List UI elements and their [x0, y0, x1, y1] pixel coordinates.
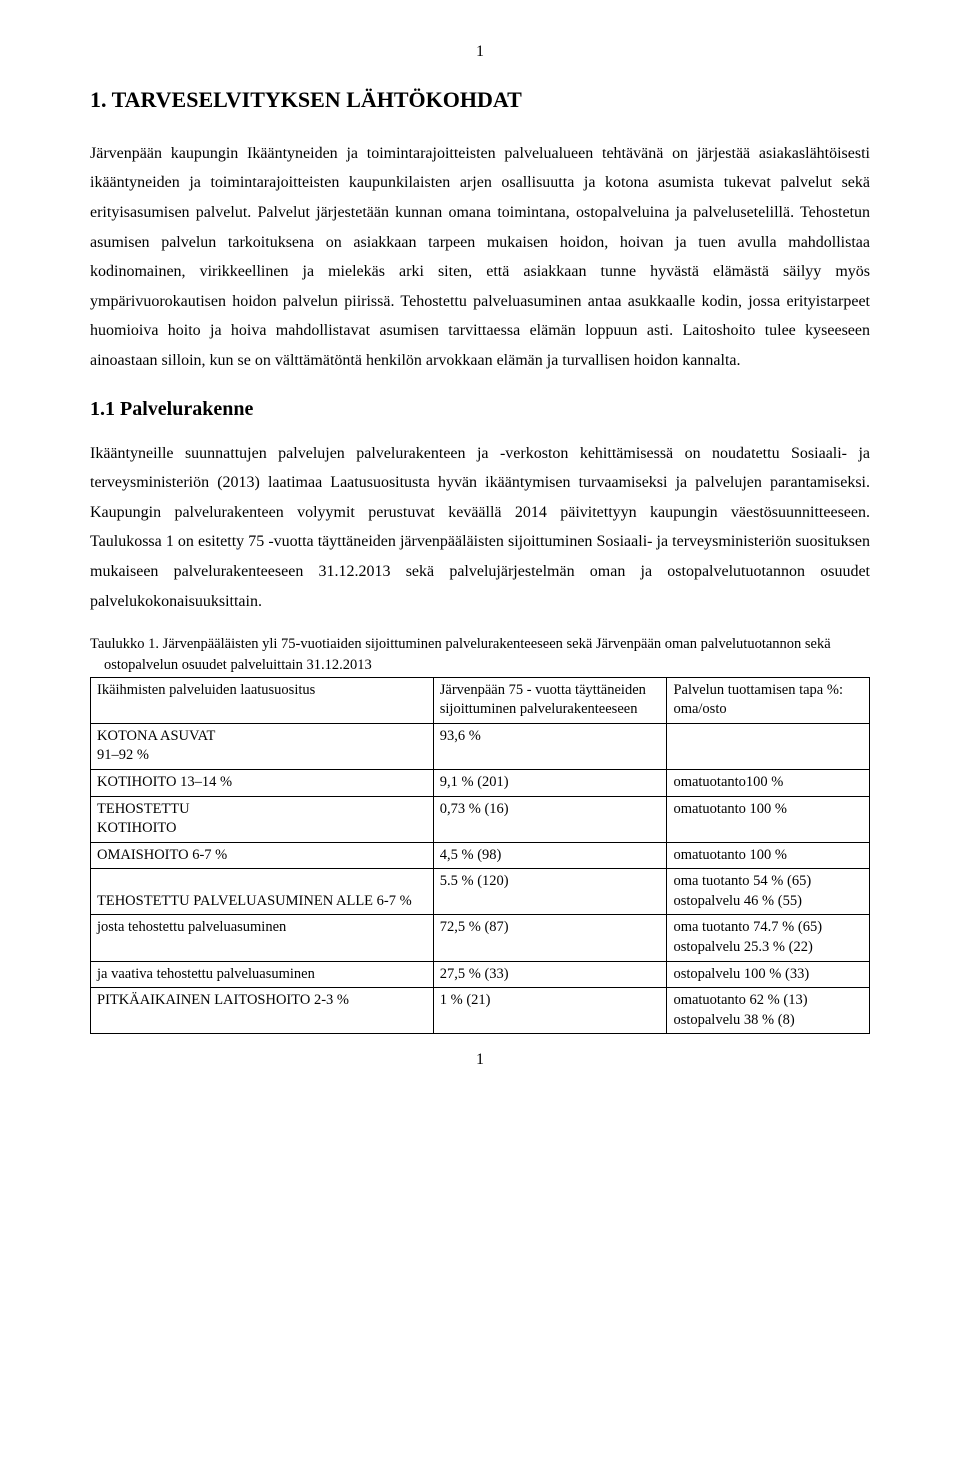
table-caption: Taulukko 1. Järvenpääläisten yli 75-vuot…	[90, 634, 870, 675]
table-row: KOTONA ASUVAT91–92 % 93,6 %	[91, 723, 870, 769]
table-cell: KOTIHOITO 13–14 %	[91, 770, 434, 797]
page-number-bottom: 1	[90, 1048, 870, 1073]
subsection-paragraph: Ikääntyneille suunnattujen palvelujen pa…	[90, 439, 870, 617]
table-cell: oma tuotanto 74.7 % (65)ostopalvelu 25.3…	[667, 915, 870, 961]
table-header-cell: Palvelun tuottamisen tapa %: oma/osto	[667, 677, 870, 723]
table-cell: TEHOSTETTU PALVELUASUMINEN ALLE 6-7 %	[91, 869, 434, 915]
table-cell: KOTONA ASUVAT91–92 %	[91, 723, 434, 769]
section-heading: 1. TARVESELVITYKSEN LÄHTÖKOHDAT	[90, 83, 870, 117]
table-cell: 27,5 % (33)	[433, 961, 667, 988]
table-cell: 5.5 % (120)	[433, 869, 667, 915]
table-row: josta tehostettu palveluasuminen 72,5 % …	[91, 915, 870, 961]
table-cell: omatuotanto 62 % (13)ostopalvelu 38 % (8…	[667, 988, 870, 1034]
table-row: KOTIHOITO 13–14 % 9,1 % (201) omatuotant…	[91, 770, 870, 797]
table-cell: 4,5 % (98)	[433, 842, 667, 869]
table-header-cell: Ikäihmisten palveluiden laatusuositus	[91, 677, 434, 723]
table-cell: ostopalvelu 100 % (33)	[667, 961, 870, 988]
table-cell	[667, 723, 870, 769]
table-row: OMAISHOITO 6-7 % 4,5 % (98) omatuotanto …	[91, 842, 870, 869]
table-cell: PITKÄAIKAINEN LAITOSHOITO 2-3 %	[91, 988, 434, 1034]
table-row: TEHOSTETTUKOTIHOITO 0,73 % (16) omatuota…	[91, 796, 870, 842]
service-structure-table: Ikäihmisten palveluiden laatusuositus Jä…	[90, 677, 870, 1034]
table-cell: 72,5 % (87)	[433, 915, 667, 961]
table-cell: 1 % (21)	[433, 988, 667, 1034]
section-paragraph: Järvenpään kaupungin Ikääntyneiden ja to…	[90, 139, 870, 376]
table-header-cell: Järvenpään 75 - vuotta täyttäneiden sijo…	[433, 677, 667, 723]
table-cell: 0,73 % (16)	[433, 796, 667, 842]
table-cell: oma tuotanto 54 % (65)ostopalvelu 46 % (…	[667, 869, 870, 915]
table-cell: TEHOSTETTUKOTIHOITO	[91, 796, 434, 842]
table-cell: 93,6 %	[433, 723, 667, 769]
table-cell: omatuotanto 100 %	[667, 842, 870, 869]
table-cell: ja vaativa tehostettu palveluasuminen	[91, 961, 434, 988]
table-row: TEHOSTETTU PALVELUASUMINEN ALLE 6-7 % 5.…	[91, 869, 870, 915]
table-cell: OMAISHOITO 6-7 %	[91, 842, 434, 869]
table-cell: omatuotanto100 %	[667, 770, 870, 797]
table-cell: omatuotanto 100 %	[667, 796, 870, 842]
table-row: PITKÄAIKAINEN LAITOSHOITO 2-3 % 1 % (21)…	[91, 988, 870, 1034]
table-cell: josta tehostettu palveluasuminen	[91, 915, 434, 961]
table-row: ja vaativa tehostettu palveluasuminen 27…	[91, 961, 870, 988]
table-cell: 9,1 % (201)	[433, 770, 667, 797]
table-header-row: Ikäihmisten palveluiden laatusuositus Jä…	[91, 677, 870, 723]
page-number-top: 1	[90, 40, 870, 65]
subsection-heading: 1.1 Palvelurakenne	[90, 394, 870, 425]
